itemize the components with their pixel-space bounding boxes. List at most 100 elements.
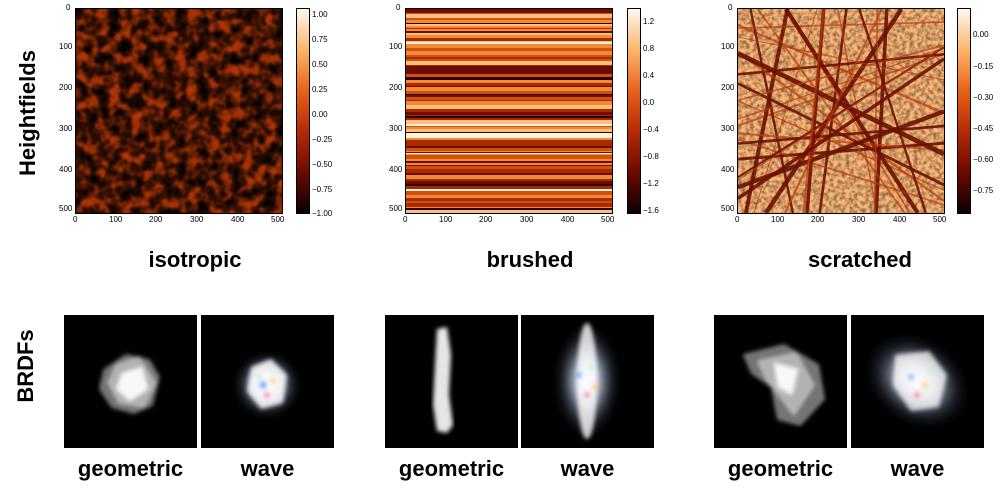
panel-title-isotropic: isotropic: [148, 247, 242, 272]
brushed-stripe: [406, 189, 612, 191]
brushed-stripe: [406, 14, 612, 18]
brushed-stripe: [406, 198, 612, 201]
x-tick: 400: [231, 215, 245, 224]
scratch-line: [738, 138, 944, 206]
x-tick: 100: [771, 215, 785, 224]
brushed-stripe: [406, 83, 612, 86]
brushed-stripe: [406, 175, 612, 179]
brushed-stripe: [406, 159, 612, 161]
brushed-stripe: [406, 61, 612, 62]
cbar-tick: 0.25: [312, 85, 328, 94]
brushed-stripe: [406, 65, 612, 66]
scratch-line: [802, 9, 825, 213]
brdf-image: [553, 321, 621, 441]
brushed-stripe: [406, 66, 612, 70]
x-tick: 0: [735, 215, 740, 224]
cbar-tick: 0.00: [973, 30, 989, 39]
cbar-tick: −0.8: [643, 152, 659, 161]
brushed-stripe: [406, 144, 612, 146]
row-label-brdfs: BRDFs: [13, 329, 38, 403]
brushed-stripe: [406, 38, 612, 41]
brushed-stripe: [406, 161, 612, 163]
brushed-stripe: [406, 80, 612, 82]
brushed-stripe: [406, 112, 612, 115]
brushed-stripe: [406, 127, 612, 128]
brdf-label-isotropic-geometric: geometric: [77, 456, 184, 481]
brushed-stripe: [406, 169, 612, 173]
brushed-stripe: [406, 48, 612, 51]
scratch-line: [873, 9, 879, 213]
cbar-tick: 1.00: [312, 10, 328, 19]
brushed-stripe: [406, 105, 612, 109]
brushed-stripe: [406, 191, 612, 195]
scratch-line: [738, 124, 944, 145]
brushed-stripe: [406, 62, 612, 65]
cbar-tick: 0.75: [312, 35, 328, 44]
brushed-stripe: [406, 163, 612, 165]
x-tick: 500: [271, 215, 285, 224]
brushed-stripe: [406, 100, 612, 101]
brushed-stripe: [406, 29, 612, 31]
brdf-scratched-wave: [851, 315, 984, 448]
scratch-line: [738, 46, 944, 181]
cbar-tick: −0.15: [973, 62, 994, 71]
heightfield-brushed: [405, 8, 613, 214]
brushed-stripe: [406, 151, 612, 152]
brushed-stripe: [406, 195, 612, 198]
brushed-stripe: [406, 32, 612, 33]
y-tick: 300: [59, 124, 73, 133]
cbar-tick: −1.6: [643, 206, 659, 215]
brushed-stripe: [406, 120, 612, 124]
brushed-stripe: [406, 9, 612, 13]
brushed-stripe: [406, 133, 612, 136]
scratch-line: [738, 44, 944, 102]
brushed-stripe: [406, 152, 612, 153]
cbar-tick: −0.60: [973, 155, 994, 164]
x-tick: 200: [811, 215, 825, 224]
y-tick: 300: [389, 124, 403, 133]
brushed-stripe: [406, 23, 612, 24]
scratch-line: [756, 9, 906, 213]
brdf-label-isotropic-wave: wave: [240, 456, 295, 481]
brushed-stripe: [406, 77, 612, 80]
cbar-tick: −0.30: [973, 93, 994, 102]
x-tick: 100: [109, 215, 123, 224]
x-tick: 500: [933, 215, 947, 224]
brushed-stripe: [406, 13, 612, 14]
cbar-tick: −0.75: [312, 185, 333, 194]
brushed-stripe: [406, 97, 612, 100]
brushed-stripe: [406, 186, 612, 189]
y-tick: 100: [59, 42, 73, 51]
brushed-stripe: [406, 203, 612, 207]
brushed-stripe: [406, 132, 612, 133]
scratch-line: [738, 23, 944, 115]
x-tick: 0: [73, 215, 78, 224]
brushed-stripe: [406, 33, 612, 35]
y-tick: 400: [59, 165, 73, 174]
brushed-stripe: [406, 55, 612, 57]
brushed-stripe: [406, 31, 612, 32]
brdf-isotropic-wave: [201, 315, 334, 448]
brushed-stripe: [406, 91, 612, 94]
x-tick: 400: [561, 215, 575, 224]
cbar-tick: 0.8: [643, 44, 655, 53]
brushed-stripe: [406, 101, 612, 105]
brushed-stripe: [406, 154, 612, 155]
brushed-stripe: [406, 179, 612, 181]
y-tick: 0: [396, 3, 401, 12]
x-tick: 200: [149, 215, 163, 224]
scratch-line: [738, 50, 944, 202]
brushed-stripe: [406, 116, 612, 117]
x-tick: 0: [403, 215, 408, 224]
cbar-tick: 0.00: [312, 110, 328, 119]
scratch-line: [743, 9, 790, 213]
y-tick: 0: [728, 3, 733, 12]
scratch-line: [738, 21, 944, 29]
brushed-stripe: [406, 18, 612, 20]
colorbar-scratched: [957, 8, 971, 214]
cbar-tick: −0.45: [973, 124, 994, 133]
brushed-stripe: [406, 117, 612, 118]
y-tick: 500: [721, 204, 735, 213]
brushed-stripe: [406, 86, 612, 87]
brushed-stripe: [406, 138, 612, 140]
